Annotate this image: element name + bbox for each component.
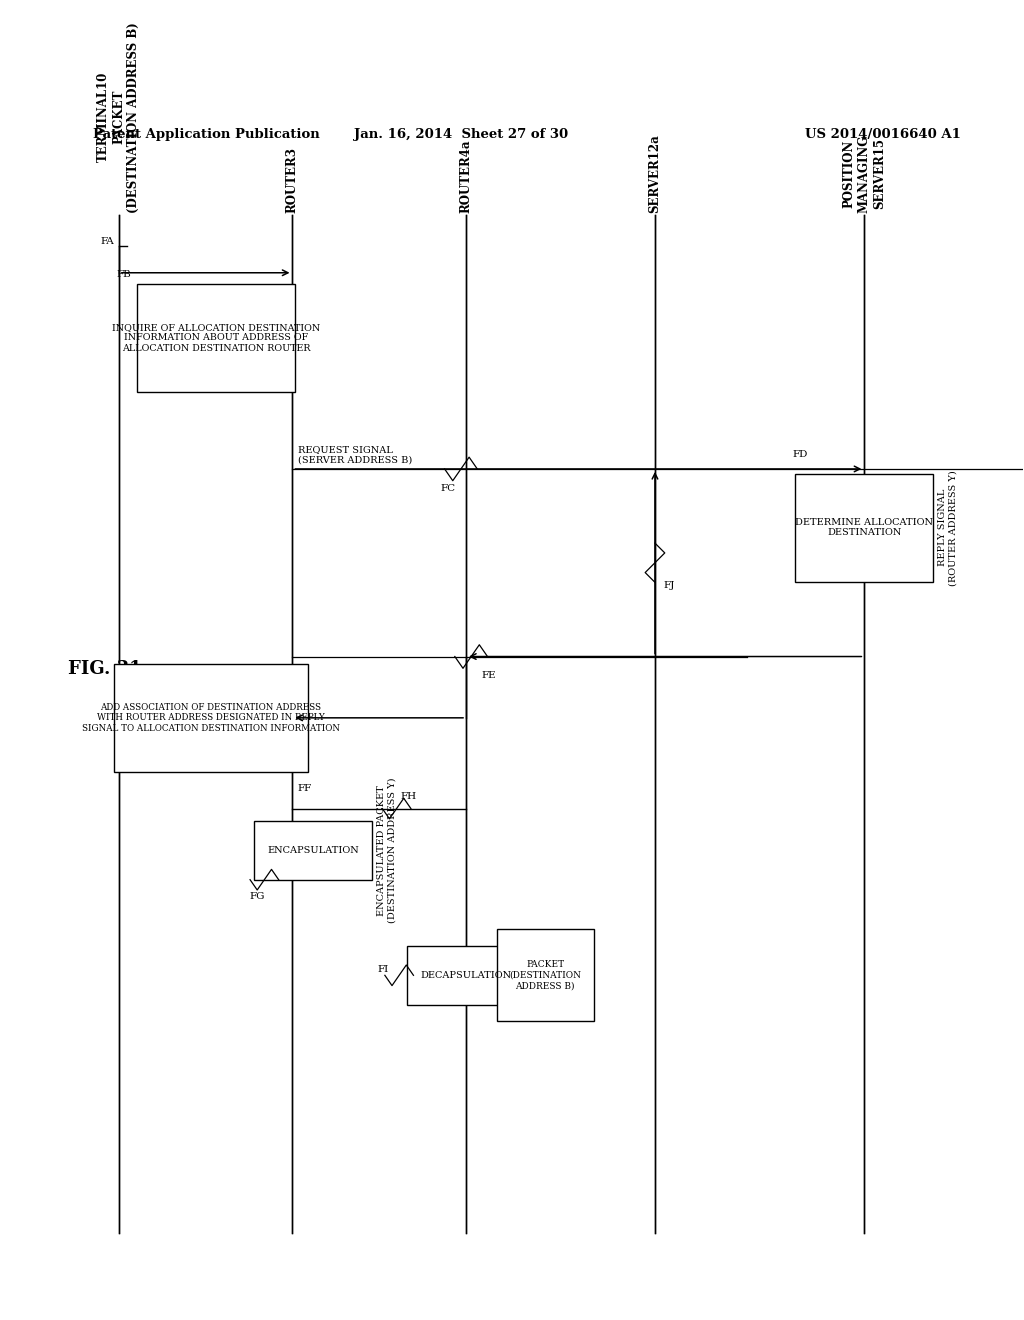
Text: DECAPSULATION: DECAPSULATION <box>421 970 512 979</box>
Text: US 2014/0016640 A1: US 2014/0016640 A1 <box>806 128 962 141</box>
Text: REQUEST SIGNAL
(SERVER ADDRESS B): REQUEST SIGNAL (SERVER ADDRESS B) <box>298 445 412 465</box>
Text: FJ: FJ <box>664 581 675 590</box>
Text: Jan. 16, 2014  Sheet 27 of 30: Jan. 16, 2014 Sheet 27 of 30 <box>354 128 568 141</box>
Text: REPLY SIGNAL
(ROUTER ADDRESS Y): REPLY SIGNAL (ROUTER ADDRESS Y) <box>938 470 957 586</box>
Text: ROUTER4a: ROUTER4a <box>460 139 472 213</box>
Text: ROUTER3: ROUTER3 <box>286 147 299 213</box>
Text: SERVER12a: SERVER12a <box>648 133 662 213</box>
Text: DETERMINE ALLOCATION
DESTINATION: DETERMINE ALLOCATION DESTINATION <box>796 517 933 537</box>
Text: ENCAPSULATED PACKET
(DESTINATION ADDRESS Y): ENCAPSULATED PACKET (DESTINATION ADDRESS… <box>377 777 396 923</box>
Text: FE: FE <box>481 672 496 680</box>
Bar <box>254 821 372 879</box>
Text: FA: FA <box>100 236 114 246</box>
Text: INQUIRE OF ALLOCATION DESTINATION
INFORMATION ABOUT ADDRESS OF
ALLOCATION DESTIN: INQUIRE OF ALLOCATION DESTINATION INFORM… <box>112 323 319 352</box>
Text: FH: FH <box>400 792 416 801</box>
Bar <box>796 474 933 582</box>
Text: Patent Application Publication: Patent Application Publication <box>93 128 321 141</box>
Text: TERMINAL10
PACKET
(DESTINATION ADDRESS B): TERMINAL10 PACKET (DESTINATION ADDRESS B… <box>97 22 140 213</box>
Text: PACKET
(DESTINATION
ADDRESS B): PACKET (DESTINATION ADDRESS B) <box>509 961 582 990</box>
Text: FI: FI <box>378 965 389 974</box>
Bar <box>136 284 295 392</box>
Text: FC: FC <box>440 483 456 492</box>
Text: ENCAPSULATION: ENCAPSULATION <box>267 846 358 855</box>
Text: ADD ASSOCIATION OF DESTINATION ADDRESS
WITH ROUTER ADDRESS DESIGNATED IN REPLY
S: ADD ASSOCIATION OF DESTINATION ADDRESS W… <box>82 704 340 733</box>
Text: FF: FF <box>298 784 311 793</box>
Text: FB: FB <box>117 269 132 279</box>
Bar <box>408 946 524 1005</box>
Text: POSITION
MANAGING
SERVER15: POSITION MANAGING SERVER15 <box>843 135 886 213</box>
Text: FD: FD <box>793 450 808 459</box>
Text: FIG. 31: FIG. 31 <box>68 660 141 677</box>
Bar <box>114 664 308 772</box>
Bar <box>497 929 594 1022</box>
Text: FG: FG <box>249 892 264 902</box>
